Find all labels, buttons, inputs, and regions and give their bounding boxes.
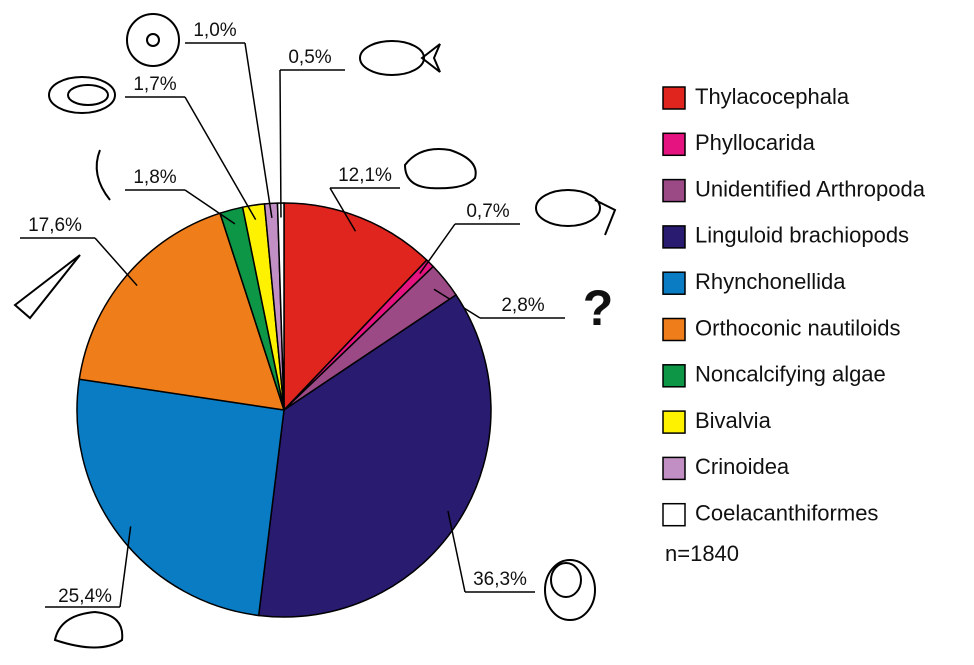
unknown-mark: ? <box>583 280 614 336</box>
value-label: 1,0% <box>193 20 236 41</box>
value-label: 1,8% <box>133 167 176 188</box>
value-label: 1,7% <box>133 74 176 95</box>
leader-line <box>95 238 137 286</box>
legend-swatch <box>663 226 685 248</box>
legend-label: Thylacocephala <box>695 84 850 109</box>
legend-label: Crinoidea <box>695 454 790 479</box>
legend-swatch <box>663 87 685 109</box>
legend-label: Orthoconic nautiloids <box>695 315 900 340</box>
legend-label: Bivalvia <box>695 408 772 433</box>
leader-line <box>245 43 272 218</box>
value-label: 0,5% <box>288 47 331 68</box>
leader-line <box>185 97 256 220</box>
legend-label: Linguloid brachiopods <box>695 223 909 248</box>
legend-label: Unidentified Arthropoda <box>695 176 926 201</box>
legend-swatch <box>663 457 685 479</box>
legend-swatch <box>663 411 685 433</box>
leader-line <box>420 224 455 274</box>
legend-swatch <box>663 504 685 526</box>
value-label: 17,6% <box>28 215 82 236</box>
legend-label: Phyllocarida <box>695 130 816 155</box>
legend-label: Coelacanthiformes <box>695 501 878 526</box>
value-label: 25,4% <box>58 586 112 607</box>
legend-label: Rhynchonellida <box>695 269 846 294</box>
value-label: 0,7% <box>466 201 509 222</box>
chart: ? n=1840 12,1% 0,7% 2,8% 36,3% 25,4% 17,6% 1,8… <box>0 0 974 665</box>
value-label: 36,3% <box>473 569 527 590</box>
legend-swatch <box>663 272 685 294</box>
legend-swatch <box>663 365 685 387</box>
legend-label: Noncalcifying algae <box>695 362 886 387</box>
pie-slice <box>77 379 284 615</box>
legend-swatch <box>663 319 685 341</box>
legend-swatch <box>663 133 685 155</box>
legend-swatch <box>663 180 685 202</box>
value-label: 12,1% <box>338 165 392 186</box>
value-label: 2,8% <box>501 295 544 316</box>
sample-size: n=1840 <box>665 541 739 566</box>
leader-line <box>280 70 281 218</box>
